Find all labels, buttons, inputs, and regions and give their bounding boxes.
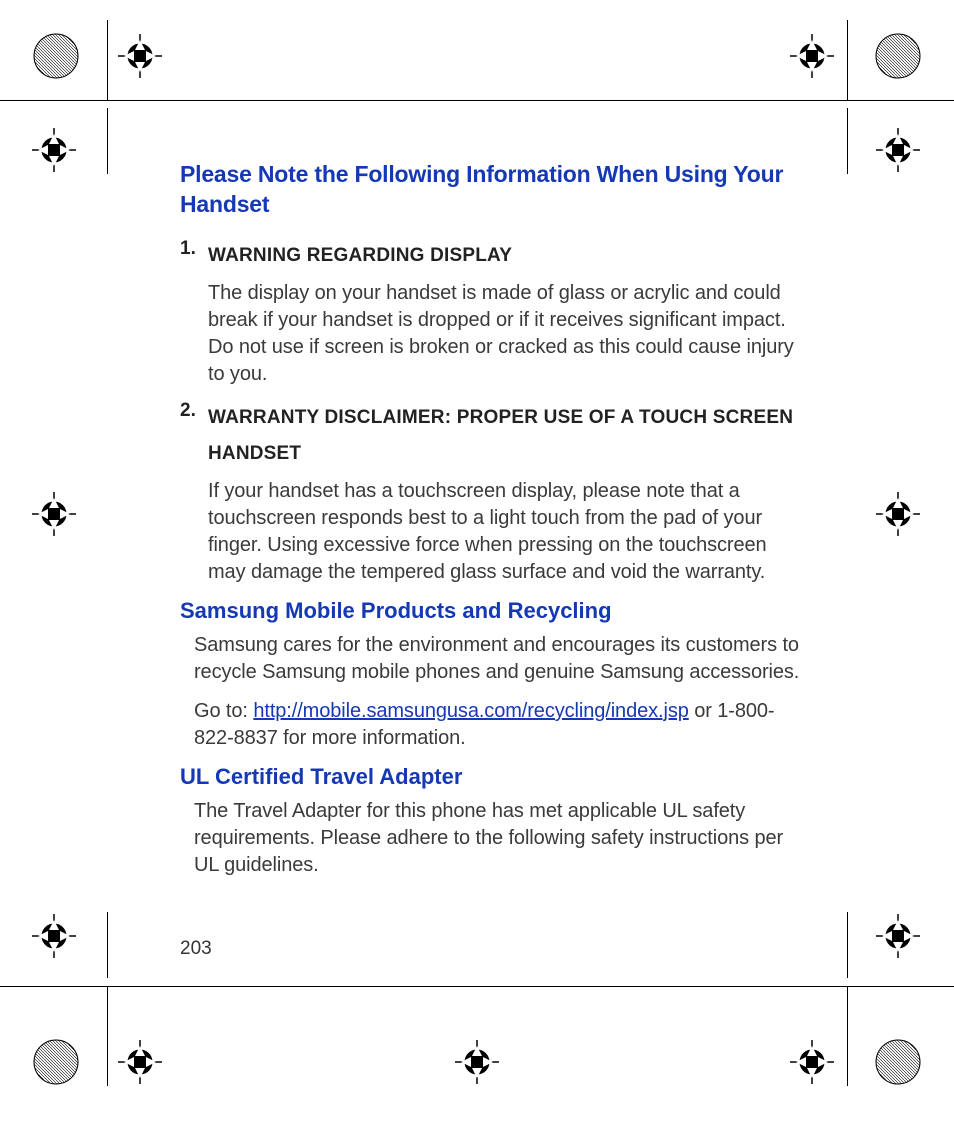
crosshair-icon	[32, 914, 76, 958]
trim-line-seg	[107, 108, 108, 174]
list-item: WARNING REGARDING DISPLAY The display on…	[208, 238, 800, 388]
recycling-link[interactable]: http://mobile.samsungusa.com/recycling/i…	[253, 700, 688, 722]
crosshair-icon	[876, 914, 920, 958]
registration-mark-icon	[32, 32, 80, 80]
registration-mark-icon	[32, 1038, 80, 1086]
recycling-para-2: Go to: http://mobile.samsungusa.com/recy…	[194, 698, 800, 752]
crosshair-icon	[876, 492, 920, 536]
trim-line-seg	[107, 20, 108, 100]
trim-line-seg	[847, 108, 848, 174]
trim-line-seg	[847, 986, 848, 1086]
list-item: WARRANTY DISCLAIMER: PROPER USE OF A TOU…	[208, 400, 800, 586]
numbered-list: WARNING REGARDING DISPLAY The display on…	[208, 238, 800, 586]
adapter-para: The Travel Adapter for this phone has me…	[194, 798, 800, 879]
section-heading-main: Please Note the Following Information Wh…	[180, 160, 800, 220]
crosshair-icon	[32, 128, 76, 172]
crosshair-icon	[790, 34, 834, 78]
item-title: WARRANTY DISCLAIMER: PROPER USE OF A TOU…	[208, 400, 800, 472]
trim-line-seg	[847, 912, 848, 978]
trim-line-bottom	[0, 986, 954, 987]
recycling-para-1: Samsung cares for the environment and en…	[194, 632, 800, 686]
trim-line-seg	[107, 912, 108, 978]
item-title: WARNING REGARDING DISPLAY	[208, 238, 800, 274]
trim-line-top	[0, 100, 954, 101]
item-body: If your handset has a touchscreen displa…	[208, 478, 800, 586]
item-body: The display on your handset is made of g…	[208, 280, 800, 388]
crosshair-icon	[455, 1040, 499, 1084]
crosshair-icon	[32, 492, 76, 536]
registration-mark-icon	[874, 1038, 922, 1086]
section-heading-adapter: UL Certified Travel Adapter	[180, 764, 800, 790]
page-content: Please Note the Following Information Wh…	[180, 160, 800, 891]
crosshair-icon	[876, 128, 920, 172]
section-heading-recycling: Samsung Mobile Products and Recycling	[180, 598, 800, 624]
crosshair-icon	[118, 34, 162, 78]
trim-line-seg	[847, 20, 848, 100]
trim-line-seg	[107, 986, 108, 1086]
registration-mark-icon	[874, 32, 922, 80]
crosshair-icon	[790, 1040, 834, 1084]
crosshair-icon	[118, 1040, 162, 1084]
goto-prefix: Go to:	[194, 700, 253, 722]
page-number: 203	[180, 938, 212, 960]
